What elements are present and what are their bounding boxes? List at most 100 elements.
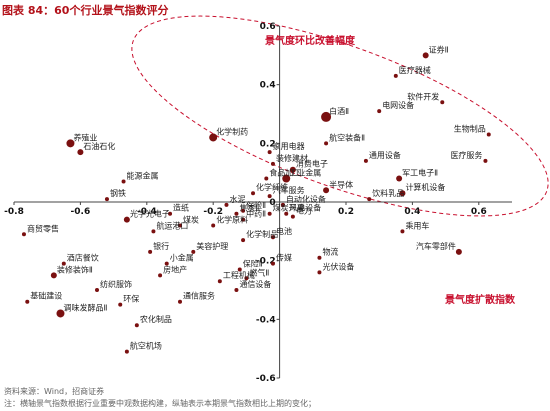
data-point bbox=[241, 238, 246, 243]
y-tick-label: 0 bbox=[269, 198, 275, 208]
point-label: 化学纤维 bbox=[256, 182, 288, 192]
point-label: 医疗器械 bbox=[399, 65, 431, 75]
point-label: 生物制品 bbox=[454, 124, 486, 134]
data-point bbox=[211, 223, 216, 228]
data-point bbox=[321, 111, 332, 122]
data-point bbox=[363, 158, 368, 163]
point-label: 消费电子 bbox=[296, 159, 328, 169]
point-label: 航空机场 bbox=[130, 341, 162, 351]
point-label: 软件开发 bbox=[407, 91, 439, 101]
data-point bbox=[317, 270, 322, 275]
x-tick-label: 0.4 bbox=[404, 207, 420, 217]
y-axis-title: 景气度环比改善幅度 bbox=[265, 34, 356, 47]
point-label: 汽车服务 bbox=[273, 185, 305, 195]
data-point bbox=[151, 229, 156, 234]
x-tick-label: -0.2 bbox=[203, 207, 223, 217]
point-label: 装修建材 bbox=[276, 153, 308, 163]
footnote: 注：横轴景气指数根据行业重要中观数据构建，纵轴表示本期景气指数相比上期的变化； bbox=[4, 399, 316, 408]
point-label: 保险Ⅱ bbox=[243, 258, 263, 268]
y-tick-label: -0.6 bbox=[256, 374, 276, 384]
data-point bbox=[178, 299, 182, 304]
point-label: 燃气Ⅱ bbox=[249, 267, 269, 277]
point-label: 化学原料 bbox=[216, 214, 248, 224]
point-label: 家用电器 bbox=[273, 141, 305, 151]
y-tick-label: 0.2 bbox=[260, 139, 276, 149]
data-point bbox=[289, 166, 296, 173]
point-label: 通信服务 bbox=[183, 291, 215, 301]
point-label: 饮料乳品 bbox=[372, 188, 404, 198]
data-point bbox=[148, 249, 153, 254]
point-label: 工程机械 bbox=[223, 270, 255, 280]
data-point bbox=[267, 150, 272, 155]
point-label: 航空装备Ⅱ bbox=[329, 132, 365, 142]
data-point bbox=[267, 211, 272, 216]
point-label: 通信设备 bbox=[239, 279, 271, 289]
point-label: 造纸 bbox=[173, 203, 189, 213]
point-label: 农化制品 bbox=[140, 314, 172, 324]
y-tick-label: -0.4 bbox=[256, 315, 276, 325]
point-label: 保险Ⅱ bbox=[246, 200, 266, 210]
point-label: 煤炭开采 bbox=[273, 203, 305, 213]
point-label: 能源金属 bbox=[127, 170, 159, 180]
data-point bbox=[77, 149, 84, 156]
data-point bbox=[270, 261, 275, 266]
point-label: 纺织服饰 bbox=[100, 279, 132, 289]
x-tick-label: 0.2 bbox=[338, 207, 354, 217]
data-point bbox=[118, 302, 123, 307]
data-point bbox=[270, 161, 275, 166]
data-point bbox=[251, 191, 256, 196]
data-point bbox=[280, 202, 285, 207]
point-label: 调味发酵品Ⅱ bbox=[63, 302, 107, 312]
point-label: 银行 bbox=[153, 241, 169, 251]
point-label: 环保 bbox=[123, 294, 139, 304]
data-point bbox=[217, 279, 222, 284]
data-point bbox=[234, 211, 239, 216]
point-label: 航运港口 bbox=[156, 220, 188, 230]
point-label: 光伏设备 bbox=[322, 261, 354, 271]
data-point bbox=[191, 249, 196, 254]
data-point bbox=[237, 267, 242, 272]
x-tick-label: -0.8 bbox=[4, 207, 24, 217]
point-label: 白酒Ⅱ bbox=[329, 106, 349, 116]
point-label: 医疗服务 bbox=[450, 150, 482, 160]
point-label: 钢铁 bbox=[110, 188, 126, 198]
point-label: 工业金属 bbox=[289, 168, 321, 178]
highlight-ellipse bbox=[131, 15, 549, 217]
y-tick-label: -0.2 bbox=[256, 257, 276, 267]
data-point bbox=[483, 158, 488, 163]
data-point bbox=[121, 179, 126, 184]
data-point bbox=[440, 100, 445, 105]
point-label: 证券Ⅱ bbox=[429, 44, 449, 54]
y-tick-label: 0.6 bbox=[260, 22, 276, 32]
scatter-chart: -0.8 -0.6 -0.4 -0.2 0.2 0.4 0.6 0.6 0.4 0.2 0 -0.2 -… bbox=[4, 15, 549, 384]
data-point bbox=[50, 272, 57, 279]
data-point bbox=[164, 261, 169, 266]
data-point bbox=[25, 299, 30, 304]
point-label: 基础建设 bbox=[30, 291, 62, 301]
data-point bbox=[270, 235, 275, 240]
y-tick-label: 0.4 bbox=[260, 81, 276, 91]
point-label: 物流 bbox=[322, 247, 338, 257]
point-label: 养殖业 bbox=[73, 132, 97, 142]
point-label: 化学制品 bbox=[246, 229, 278, 239]
data-point bbox=[56, 309, 65, 318]
data-point bbox=[104, 197, 109, 202]
data-point bbox=[61, 261, 66, 266]
data-point bbox=[367, 197, 372, 202]
data-point bbox=[422, 52, 429, 59]
data-point bbox=[168, 211, 173, 216]
point-label: 传媒 bbox=[276, 253, 292, 263]
point-label: 中药Ⅱ bbox=[246, 209, 266, 219]
data-point bbox=[267, 194, 272, 199]
point-label: 计算机设备 bbox=[405, 182, 445, 192]
highlight-ellipse-group bbox=[131, 15, 549, 217]
point-label: 光学光电子 bbox=[130, 209, 170, 219]
point-label: 酒店餐饮 bbox=[67, 253, 99, 263]
source-note: 资料来源：Wind，招商证券 bbox=[4, 387, 105, 396]
data-point bbox=[264, 176, 269, 181]
data-point bbox=[455, 248, 462, 255]
x-tick-label: -0.6 bbox=[71, 207, 91, 217]
data-point bbox=[178, 223, 182, 228]
data-point bbox=[284, 211, 289, 216]
